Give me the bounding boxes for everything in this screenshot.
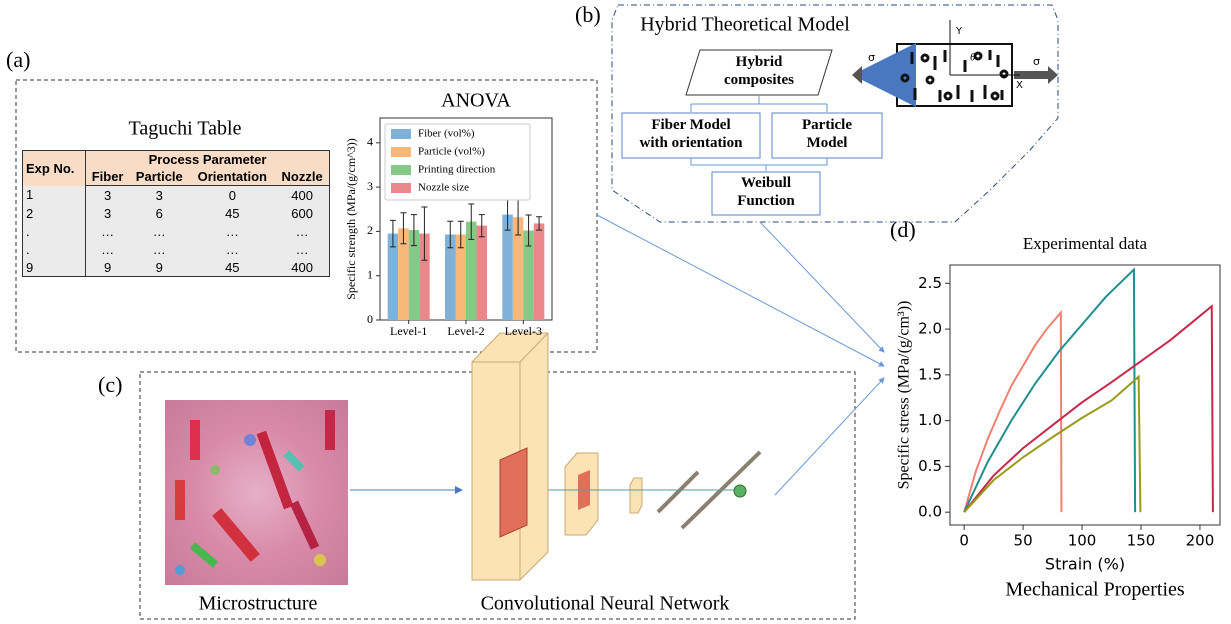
- x-tick-label: 0: [959, 532, 969, 550]
- y-axis-label: Specific strength (MPa/(g/cm^3)): [344, 138, 358, 300]
- bar: [477, 226, 488, 320]
- table-cell: 3: [86, 186, 130, 205]
- table-cell: …: [86, 222, 130, 240]
- panel-label: (c): [98, 372, 122, 397]
- arrowhead: [852, 66, 862, 84]
- stress-label: σ: [1033, 55, 1040, 68]
- table-cell: …: [275, 222, 329, 240]
- y-tick-label: 1: [367, 267, 373, 281]
- legend-label: Particle (vol%): [418, 146, 485, 158]
- table-cell: 400: [275, 258, 329, 277]
- table-cell: …: [129, 240, 189, 258]
- header-cell: Exp No.: [23, 151, 86, 186]
- header-cell: Nozzle: [275, 168, 329, 186]
- y-tick-label: 0: [367, 312, 373, 326]
- network-caption: Convolutional Neural Network: [481, 593, 730, 615]
- table-cell: .: [23, 222, 86, 240]
- y-tick-label: 2.0: [918, 320, 942, 338]
- y-tick-label: 2.5: [918, 274, 942, 292]
- x-tick-label: Level-1: [390, 324, 427, 338]
- table-cell: 9: [129, 258, 189, 277]
- table-row: .…………: [23, 222, 330, 240]
- header-cell: Process Parameter: [86, 151, 330, 169]
- table-cell: …: [189, 222, 275, 240]
- arrow: [775, 378, 884, 495]
- table-cell: …: [189, 240, 275, 258]
- x-tick-label: 100: [1068, 532, 1097, 550]
- table-cell: 600: [275, 204, 329, 222]
- x-tick-label: Level-3: [505, 324, 542, 338]
- curve: [964, 270, 1135, 513]
- table-cell: 6: [129, 204, 189, 222]
- curve: [964, 377, 1140, 512]
- y-axis-label: Specific stress (MPa/(g/cm³)): [896, 301, 913, 490]
- header-cell: Fiber: [86, 168, 130, 186]
- arrow: [597, 215, 884, 366]
- table-cell: 9: [86, 258, 130, 277]
- x-tick-label: Level-2: [447, 324, 484, 338]
- table-title: Taguchi Table: [129, 118, 242, 140]
- model-title: Hybrid Theoretical Model: [640, 14, 850, 36]
- legend-swatch: [391, 165, 411, 175]
- y-tick-label: 3: [367, 179, 373, 193]
- arrow: [760, 222, 884, 352]
- axis-label: X: [1016, 80, 1023, 91]
- panel-caption: Mechanical Properties: [1005, 579, 1185, 601]
- legend-label: Nozzle size: [418, 182, 469, 194]
- legend-swatch: [391, 147, 411, 157]
- header-cell: Orientation: [189, 168, 275, 186]
- panel-label: (a): [6, 47, 30, 72]
- x-axis-label: Strain (%): [1045, 555, 1125, 574]
- page: { "panel_labels":["(a)","(b)","(c)","(d)…: [0, 0, 1231, 624]
- y-tick-label: 4: [367, 135, 373, 149]
- y-tick-label: 1.5: [918, 365, 942, 383]
- legend-swatch: [391, 183, 411, 193]
- x-tick-label: 150: [1127, 532, 1156, 550]
- plot-frame: [950, 265, 1220, 525]
- table-cell: 9: [23, 258, 86, 277]
- table-row: .…………: [23, 240, 330, 258]
- legend-swatch: [391, 129, 411, 139]
- bar: [534, 223, 545, 320]
- table-cell: .: [23, 240, 86, 258]
- table-row: 1330400: [23, 186, 330, 205]
- table-cell: 45: [189, 204, 275, 222]
- angle-label: θ: [970, 52, 976, 64]
- figure: (a) (b) (c) (d) Taguchi Table Hybrid The…: [0, 0, 1231, 624]
- y-tick-label: 0.0: [918, 503, 942, 521]
- x-tick-label: 50: [1014, 532, 1033, 550]
- panel-label: (d): [890, 217, 916, 242]
- chart-title: Experimental data: [1023, 234, 1148, 253]
- table-cell: 2: [23, 204, 86, 222]
- axis-label: Y: [955, 26, 963, 37]
- table-cell: …: [275, 240, 329, 258]
- cnn-diagram: [472, 333, 760, 580]
- chart-title: ANOVA: [441, 90, 511, 112]
- table-cell: 400: [275, 186, 329, 205]
- table-cell: 0: [189, 186, 275, 205]
- y-tick-label: 2: [367, 223, 373, 237]
- header-cell: Particle: [129, 168, 189, 186]
- image-caption: Microstructure: [199, 593, 318, 615]
- table-cell: 3: [86, 204, 130, 222]
- y-tick-label: 0.5: [918, 457, 942, 475]
- legend-label: Printing direction: [418, 164, 496, 176]
- x-tick-label: 200: [1186, 532, 1215, 550]
- legend-label: Fiber (vol%): [418, 128, 475, 140]
- table-cell: 3: [129, 186, 189, 205]
- table-cell: …: [129, 222, 189, 240]
- arrowhead: [1048, 66, 1058, 84]
- stress-label: σ: [868, 51, 875, 64]
- table-cell: …: [86, 240, 130, 258]
- table-cell: 45: [189, 258, 275, 277]
- y-tick-label: 1.0: [918, 411, 942, 429]
- panel-label: (b): [575, 2, 601, 27]
- table-cell: 1: [23, 186, 86, 205]
